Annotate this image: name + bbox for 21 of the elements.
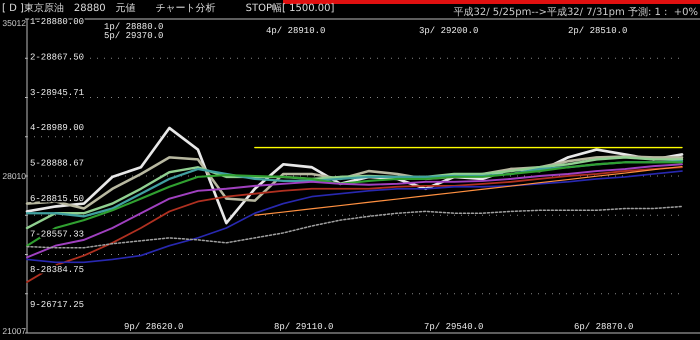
annotation: 1-28880.00 bbox=[30, 17, 84, 27]
annotation: 3p/ 29200.0 bbox=[419, 26, 478, 36]
annotation: 6p/ 28870.0 bbox=[574, 322, 634, 332]
annotation: 8p/ 29110.0 bbox=[274, 322, 334, 332]
annotation: 4p/ 28910.0 bbox=[266, 26, 326, 36]
annotation: 3-28945.71 bbox=[30, 88, 84, 98]
chart-title: [ D ]東京原油 28880 元値 チャート分析 STOP幅[ 1500.00] bbox=[2, 2, 334, 14]
annotation: 5-28888.67 bbox=[30, 158, 84, 169]
y-tick-label: 35012 bbox=[2, 18, 26, 28]
y-tick-label: 28010 bbox=[2, 170, 26, 181]
annotation: 9-26717.25 bbox=[30, 300, 84, 310]
annotation: 2p/ 28510.0 bbox=[568, 26, 628, 36]
chart-subtitle: 平成32/ 5/25pm-->平成32/ 7/31pm 予測: 1 : +0% bbox=[454, 6, 698, 18]
annotation: 1p/ 28880.0 bbox=[104, 22, 164, 32]
annotation: 7p/ 29540.0 bbox=[424, 322, 484, 332]
annotation: 2-28867.50 bbox=[30, 52, 84, 62]
y-tick-label: 21007 bbox=[2, 326, 26, 336]
annotation: 5p/ 29370.0 bbox=[104, 31, 164, 41]
annotation: 9p/ 28620.0 bbox=[124, 322, 184, 332]
annotation: 6-28815.50 bbox=[30, 194, 84, 204]
annotation: 4-28989.00 bbox=[30, 123, 84, 134]
